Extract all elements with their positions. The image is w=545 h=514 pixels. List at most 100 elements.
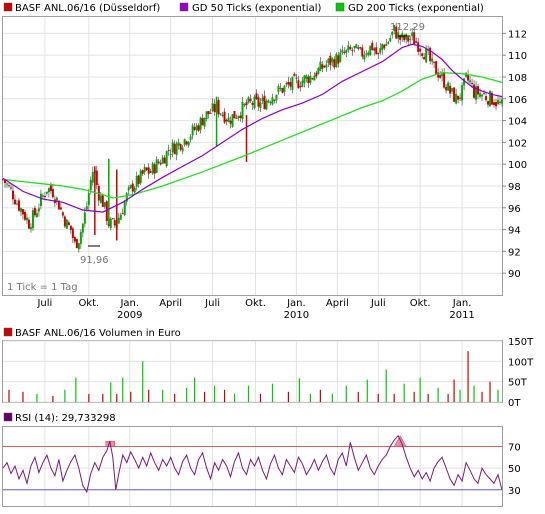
price-candle-138 xyxy=(139,170,142,184)
price-candle-354 xyxy=(355,44,358,49)
volume-panel-frame xyxy=(2,340,503,403)
price-candle-330 xyxy=(331,58,334,63)
price-candle-4 xyxy=(5,183,8,185)
volume-bar-10 xyxy=(122,377,124,402)
price-candle-176 xyxy=(177,142,180,146)
price-candle-236 xyxy=(237,115,240,119)
volume-bar-46 xyxy=(481,391,483,402)
price-candle-430 xyxy=(431,58,434,62)
price-candle-234 xyxy=(235,117,238,119)
price-candle-450 xyxy=(451,88,454,92)
price-ytick-label-4: 98 xyxy=(508,182,521,193)
price-candle-310 xyxy=(311,78,314,80)
x-tick-label-7: April xyxy=(326,298,349,309)
volume-bar-6 xyxy=(88,393,90,402)
volume-bar-32 xyxy=(366,379,368,402)
volume-bar-38 xyxy=(419,377,421,402)
price-candle-440 xyxy=(441,73,444,77)
price-candle-436 xyxy=(437,72,440,78)
price-candle-182 xyxy=(183,139,186,145)
volume-bar-3 xyxy=(52,395,54,402)
sma200-line xyxy=(2,71,503,199)
price-candle-490 xyxy=(491,92,494,105)
price-candle-316 xyxy=(317,68,320,74)
x-tick-label-9: Okt. xyxy=(410,298,431,309)
x-tick-label-10: Jan. xyxy=(452,298,472,309)
price-candle-470 xyxy=(471,82,474,84)
price-candle-202 xyxy=(203,117,206,127)
price-candle-412 xyxy=(413,32,416,44)
rsi-y-axis: 30 50 70 xyxy=(508,442,521,496)
price-candle-64 xyxy=(65,219,68,229)
price-candle-388 xyxy=(389,38,392,42)
price-candle-152 xyxy=(153,164,156,174)
price-candle-358 xyxy=(359,47,362,49)
price-ytick-label-10: 110 xyxy=(508,51,527,62)
price-candle-256 xyxy=(257,97,260,107)
volume-bar-33 xyxy=(377,393,379,402)
price-candle-244 xyxy=(245,102,248,106)
price-candle-212 xyxy=(213,104,216,112)
price-candle-350 xyxy=(351,49,354,51)
price-candle-82 xyxy=(83,212,86,224)
price-ytick-label-5: 100 xyxy=(508,160,527,171)
price-candle-372 xyxy=(373,48,376,51)
price-candle-270 xyxy=(271,97,274,105)
price-candle-206 xyxy=(207,110,210,115)
price-candle-116 xyxy=(117,217,120,224)
price-candle-348 xyxy=(349,47,352,50)
price-candle-298 xyxy=(299,85,302,88)
price-candle-286 xyxy=(287,81,290,85)
price-candle-318 xyxy=(319,61,322,71)
volume-bar-1 xyxy=(22,391,24,402)
price-candle-86 xyxy=(87,193,90,205)
price-candle-442 xyxy=(443,72,446,88)
volume-y-axis: 0T 50T 100T 150T xyxy=(508,337,534,409)
vol-ytick-label-3: 150T xyxy=(508,337,534,348)
price-candle-322 xyxy=(323,65,326,68)
rsi-legend-swatch xyxy=(3,412,13,422)
price-candle-262 xyxy=(263,95,266,110)
volume-bar-26 xyxy=(298,378,301,402)
volume-bar-24 xyxy=(271,383,274,402)
price-candle-32 xyxy=(33,208,36,216)
price-candle-410 xyxy=(411,32,414,37)
price-ytick-label-1: 92 xyxy=(508,247,521,258)
volume-bar-37 xyxy=(413,391,415,402)
price-candle-424 xyxy=(425,48,428,63)
price-candle-222 xyxy=(223,111,226,123)
price-candle-228 xyxy=(229,120,232,124)
price-candle-98 xyxy=(99,195,102,203)
price-candle-218 xyxy=(219,113,222,115)
volume-bar-8 xyxy=(110,382,112,402)
price-candle-306 xyxy=(307,76,310,84)
volume-legend-label: BASF ANL.06/16 Volumen in Euro xyxy=(15,328,181,339)
price-candle-44 xyxy=(45,191,48,194)
price-candle-160 xyxy=(161,157,164,164)
price-candle-24 xyxy=(25,217,28,221)
price-candle-356 xyxy=(357,47,360,49)
price-candle-466 xyxy=(467,74,470,81)
price-candle-128 xyxy=(129,184,132,188)
price-candle-296 xyxy=(297,80,300,89)
volume-bar-48 xyxy=(497,389,499,402)
price-candle-250 xyxy=(251,102,254,105)
price-candle-408 xyxy=(409,38,412,40)
price-candle-384 xyxy=(385,44,388,46)
price-ytick-label-0: 90 xyxy=(508,269,521,280)
price-candle-162 xyxy=(163,157,166,164)
price-candle-136 xyxy=(137,175,140,184)
price-candle-158 xyxy=(159,162,162,165)
price-candle-342 xyxy=(343,51,346,54)
price-ytick-label-3: 96 xyxy=(508,204,521,215)
price-candle-448 xyxy=(449,85,452,94)
price-candle-190 xyxy=(191,125,194,136)
price-ytick-label-8: 106 xyxy=(508,95,527,106)
price-candle-156 xyxy=(157,161,160,163)
price-candle-290 xyxy=(291,76,294,90)
price-candle-28 xyxy=(29,227,32,230)
price-candle-168 xyxy=(169,153,172,155)
price-candle-476 xyxy=(477,86,480,95)
price-candle-94 xyxy=(95,170,98,186)
